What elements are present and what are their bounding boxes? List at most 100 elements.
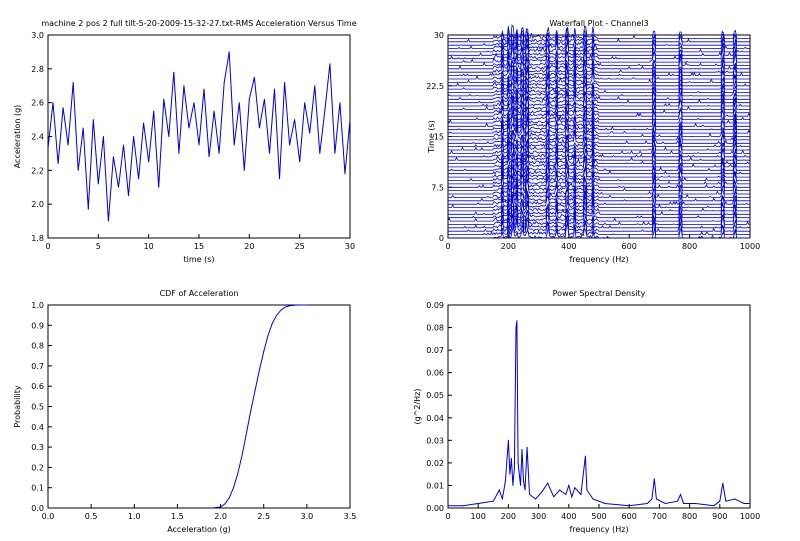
waterfall-trace [448, 187, 750, 202]
waterfall-trace [448, 61, 750, 77]
data-point [725, 500, 727, 502]
plot-frame [47, 34, 351, 239]
data-point [118, 186, 119, 188]
chart-title: Power Spectral Density [553, 289, 646, 298]
x-tick-label: 800 [682, 512, 697, 521]
data-point [102, 136, 104, 137]
data-point [571, 496, 573, 498]
waterfall-trace [448, 205, 750, 219]
waterfall-trace [448, 156, 750, 172]
data-point [143, 122, 145, 124]
chart-panel-2: Waterfall Plot - Channel3 0 200 400 600 800 10… [426, 19, 760, 264]
data-point [324, 110, 326, 112]
data-point [477, 503, 479, 504]
data-point [218, 152, 220, 154]
x-tick-label: 2.0 [214, 512, 227, 521]
waterfall-trace [448, 153, 750, 168]
x-tick-label: 25 [295, 242, 305, 251]
data-point [520, 484, 521, 486]
chart-panel-4: Power Spectral Density 0 100 200 300 400 500 60… [413, 289, 760, 534]
x-axis-label: frequency (Hz) [569, 525, 628, 534]
x-tick-label: 20 [244, 242, 254, 251]
data-point [276, 314, 278, 316]
y-axis-label: Acceleration (g) [13, 105, 22, 169]
x-axis-label: time (s) [183, 255, 214, 264]
data-point [82, 127, 84, 129]
data-point [238, 102, 240, 104]
series-line [47, 51, 351, 222]
data-point [680, 494, 681, 495]
data-point [447, 505, 449, 507]
data-point [52, 102, 54, 104]
waterfall-trace [448, 160, 750, 175]
y-tick-label: 0.3 [31, 443, 44, 452]
data-point [314, 85, 316, 87]
y-tick-label: 0.6 [31, 382, 44, 391]
data-point [263, 98, 265, 100]
chart-title: CDF of Acceleration [160, 289, 239, 298]
waterfall-trace [448, 220, 750, 236]
waterfall-trace [448, 214, 750, 229]
waterfall-trace [448, 142, 750, 158]
data-point [664, 503, 666, 504]
data-point [224, 503, 226, 505]
data-point [211, 507, 213, 509]
waterfall-trace [448, 179, 750, 195]
data-point [258, 369, 260, 371]
data-point [535, 498, 537, 500]
data-point [183, 85, 185, 87]
data-point [655, 498, 657, 500]
x-tick-label: 200 [501, 242, 516, 251]
waterfall-trace [448, 32, 750, 46]
y-tick-label: 0.02 [426, 459, 444, 468]
x-tick-label: 1.0 [128, 512, 141, 521]
y-tick-label: 0.2 [31, 463, 44, 472]
waterfall-trace [448, 102, 751, 118]
x-tick-label: 600 [622, 242, 637, 251]
waterfall-trace [448, 150, 750, 165]
data-point [529, 494, 530, 495]
x-tick-label: 100 [471, 512, 486, 521]
waterfall-trace [448, 51, 750, 67]
data-point [574, 487, 576, 489]
data-point [501, 498, 503, 500]
y-tick-label: 0.8 [31, 342, 44, 351]
chart-panel-1: machine 2 pos 2 full tilt-5-20-2009-15-3… [13, 19, 357, 264]
data-point [492, 500, 494, 502]
data-point [163, 98, 165, 100]
data-point [158, 186, 160, 188]
data-point [553, 496, 555, 498]
data-point [128, 195, 129, 197]
data-point [462, 505, 464, 507]
waterfall-trace [448, 211, 750, 226]
data-point [193, 102, 195, 104]
data-point [683, 503, 685, 504]
waterfall-trace [448, 176, 750, 192]
y-tick-label: 0.1 [31, 484, 44, 493]
x-tick-label: 800 [682, 242, 697, 251]
data-point [178, 152, 180, 154]
data-point [72, 81, 74, 83]
data-point [77, 169, 79, 171]
data-point [107, 220, 109, 222]
chart-title: machine 2 pos 2 full tilt-5-20-2009-15-3… [41, 19, 356, 28]
waterfall-trace [447, 207, 750, 223]
waterfall-trace [448, 75, 750, 90]
data-point [604, 503, 606, 504]
data-point [524, 489, 526, 491]
data-point [67, 144, 69, 146]
data-point [304, 102, 306, 104]
data-point [284, 306, 286, 308]
x-tick-label: 1000 [740, 242, 760, 251]
waterfall-trace [448, 90, 750, 104]
y-tick-label: 2.0 [31, 200, 44, 209]
data-point [213, 110, 215, 112]
data-point [87, 208, 89, 210]
waterfall-trace [448, 37, 751, 53]
x-tick-label: 30 [345, 242, 355, 251]
data-point [646, 503, 648, 504]
y-tick-label: 0.0 [31, 504, 44, 513]
data-point [734, 498, 736, 500]
waterfall-trace [448, 195, 750, 212]
